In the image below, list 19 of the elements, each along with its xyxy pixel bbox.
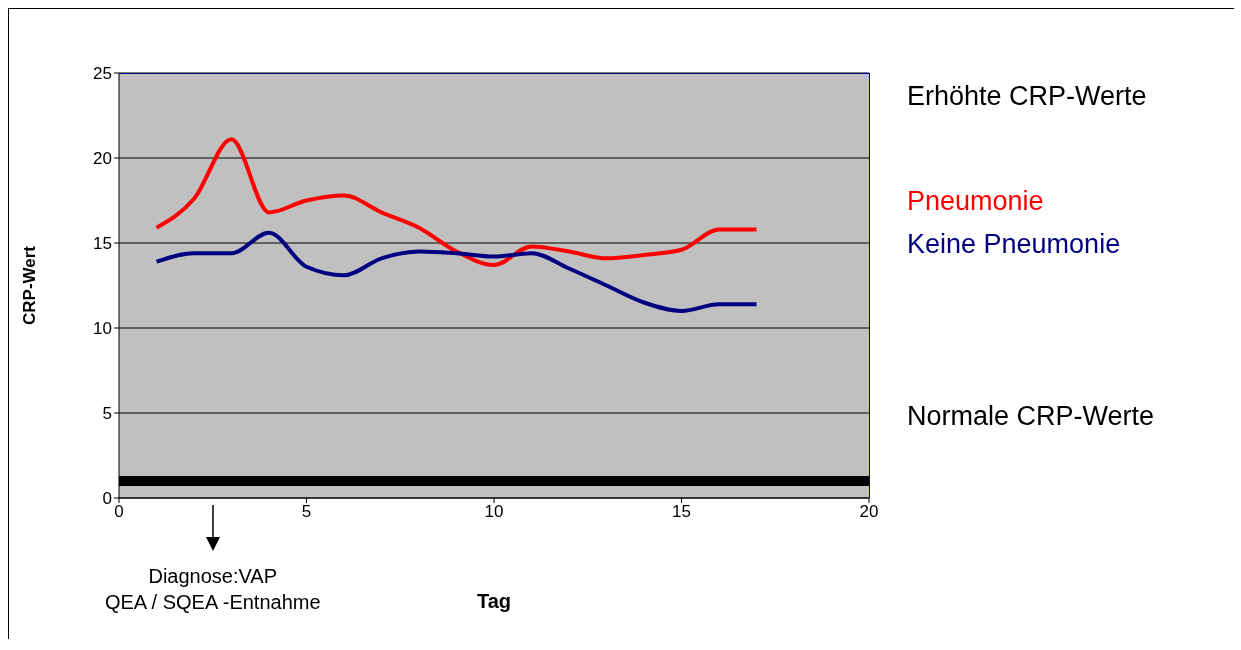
text: Erhöhte CRP-Werte	[907, 81, 1147, 113]
x-tick-label: 5	[301, 502, 312, 522]
line-series	[154, 137, 759, 268]
y-tick-label: 10	[93, 319, 112, 339]
text: Keine Pneumonie	[907, 227, 1121, 261]
text: Diagnose:VAP QEA / SQEA -Entnahme	[103, 564, 322, 615]
y-tick-label: 0	[102, 489, 112, 509]
y-tick-label: 5	[102, 404, 112, 424]
x-axis-title: Tag	[475, 590, 513, 613]
x-tick-label: 20	[859, 502, 879, 522]
y-tick-label: 20	[93, 149, 112, 169]
text: Normale CRP-Werte	[907, 401, 1155, 432]
line-series	[154, 230, 759, 313]
y-axis-title: CRP-Wert	[20, 245, 40, 326]
x-tick-label: 15	[672, 502, 691, 522]
y-tick-label: 15	[93, 234, 112, 254]
x-tick-label: 10	[484, 502, 504, 522]
text: Pneumonie	[907, 184, 1045, 218]
y-tick-label: 25	[93, 64, 112, 84]
